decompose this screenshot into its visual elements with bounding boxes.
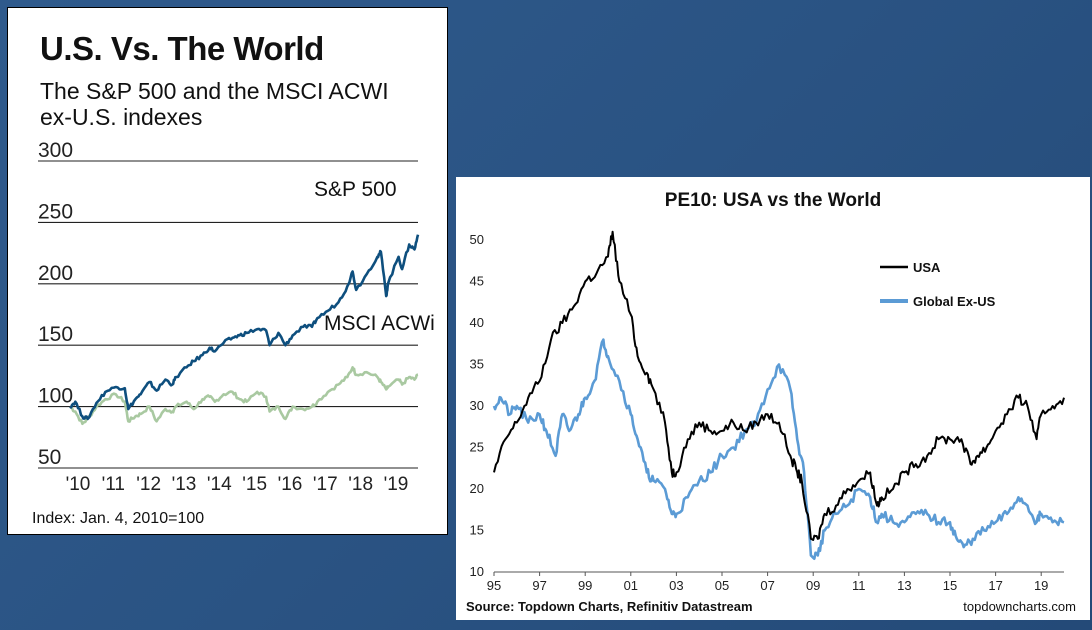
x-tick-label-95: 95	[487, 578, 501, 593]
series-line-s-p-500	[69, 234, 420, 421]
y-tick-label-150: 150	[38, 323, 73, 346]
x-tick-label-15: '15	[242, 474, 267, 495]
right-chart-site: topdowncharts.com	[963, 599, 1076, 614]
y-tick-label-15: 15	[470, 523, 484, 538]
x-tick-label-03: 03	[669, 578, 683, 593]
series-label-sp500: S&P 500	[314, 178, 397, 201]
x-tick-label-13: 13	[897, 578, 911, 593]
left-chart-panel: U.S. Vs. The World The S&P 500 and the M…	[7, 7, 448, 535]
right-chart-panel: PE10: USA vs the World 10 15 20 25 30 35 40 45 5…	[456, 177, 1090, 620]
x-tick-label-01: 01	[624, 578, 638, 593]
x-tick-label-11: 11	[852, 578, 866, 593]
y-tick-label-100: 100	[38, 385, 73, 408]
y-tick-label-20: 20	[470, 481, 484, 496]
y-tick-label-35: 35	[470, 357, 484, 372]
y-tick-label-300: 300	[38, 139, 73, 162]
left-chart-plot: 50 100 150 200 250 300 '10 '11 '12 '13 '14 '15 '16 '1…	[38, 139, 435, 495]
x-tick-label-05: 05	[715, 578, 729, 593]
y-tick-label-50: 50	[38, 446, 61, 469]
x-tick-label-07: 07	[760, 578, 774, 593]
y-tick-label-45: 45	[470, 274, 484, 289]
y-tick-label-50: 50	[470, 232, 484, 247]
left-chart-index-note: Index: Jan. 4, 2010=100	[32, 510, 205, 527]
right-chart-title: PE10: USA vs the World	[664, 190, 882, 211]
y-tick-label-10: 10	[470, 564, 484, 579]
x-tick-label-17: '17	[313, 474, 338, 495]
y-tick-label-30: 30	[470, 398, 484, 413]
y-tick-label-200: 200	[38, 262, 73, 285]
series-line-global-ex-us	[492, 338, 1065, 560]
series-line-msci-acwi	[69, 366, 419, 426]
left-chart-title: U.S. Vs. The World	[40, 30, 324, 67]
x-tick-label-15: 15	[943, 578, 957, 593]
x-tick-label-99: 99	[578, 578, 592, 593]
x-tick-label-16: '16	[278, 474, 303, 495]
left-chart-subtitle-line1: The S&P 500 and the MSCI ACWI	[40, 78, 389, 104]
x-tick-label-97: 97	[532, 578, 546, 593]
x-tick-label-17: 17	[988, 578, 1002, 593]
legend-label-usa: USA	[913, 260, 941, 275]
x-tick-label-09: 09	[806, 578, 820, 593]
legend-label-global-ex-us: Global Ex-US	[913, 294, 996, 309]
left-chart-subtitle-line2: ex-U.S. indexes	[40, 104, 203, 130]
series-label-msci-acwi: MSCI ACWi	[324, 312, 435, 335]
x-tick-label-19: '19	[384, 474, 409, 495]
x-tick-label-18: '18	[348, 474, 373, 495]
x-tick-label-14: '14	[207, 474, 232, 495]
x-tick-label-19: 19	[1034, 578, 1048, 593]
right-chart-plot: 10 15 20 25 30 35 40 45 50 95 97 99 01 03 05 07 09 11 13 15…	[470, 230, 1065, 593]
x-tick-label-12: '12	[136, 474, 161, 495]
y-tick-label-40: 40	[470, 315, 484, 330]
x-tick-label-13: '13	[172, 474, 197, 495]
x-tick-label-11: '11	[102, 474, 125, 495]
right-chart-source: Source: Topdown Charts, Refinitiv Datast…	[466, 599, 753, 614]
y-tick-label-25: 25	[470, 440, 484, 455]
series-line-usa	[493, 230, 1065, 541]
x-tick-label-10: '10	[66, 474, 91, 495]
y-tick-label-250: 250	[38, 200, 73, 223]
